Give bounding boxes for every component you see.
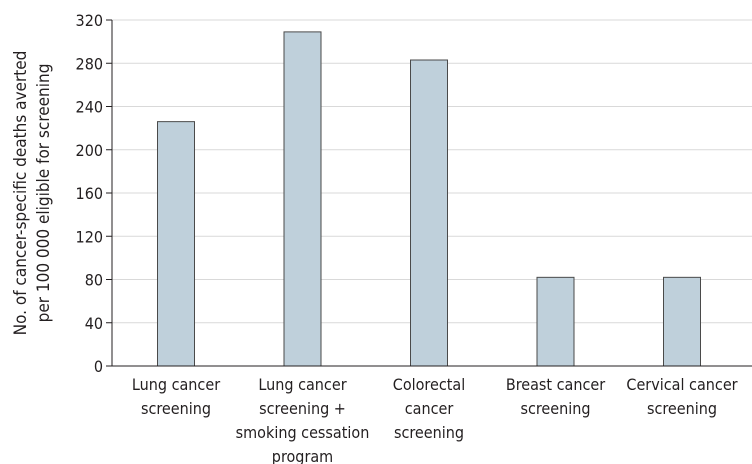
bar <box>283 31 322 367</box>
x-category-label-line: screening + <box>259 399 346 418</box>
x-category-label-line: Colorectal <box>393 375 465 394</box>
x-category-label-line: Lung cancer <box>132 375 220 394</box>
bar <box>157 121 195 367</box>
x-category-label-line: Breast cancer <box>506 375 605 394</box>
y-tick-label: 120 <box>76 227 103 246</box>
x-category-label-line: Cervical cancer <box>626 375 737 394</box>
x-category-label-line: program <box>272 447 333 464</box>
y-axis-title-line: per 100 000 eligible for screening <box>34 64 54 323</box>
x-category-label-line: screening <box>394 423 464 442</box>
y-tick-label: 80 <box>85 271 103 290</box>
bar <box>410 59 448 367</box>
x-category-label-line: screening <box>141 399 211 418</box>
x-category-label-line: Lung cancer <box>258 375 346 394</box>
y-tick-label: 240 <box>76 98 103 117</box>
y-axis-title: No. of cancer-specific deaths averted per… <box>11 51 54 336</box>
x-category-label-line: cancer <box>405 399 454 418</box>
x-category-label: Lung cancer screening + smoking cessation p… <box>236 375 370 464</box>
y-tick-label: 40 <box>85 314 103 333</box>
y-axis-title-line: No. of cancer-specific deaths averted <box>11 51 31 336</box>
y-tick-labels: 0 40 80 120 160 200 240 280 320 <box>76 11 103 376</box>
axes <box>106 19 752 367</box>
y-tick-label: 160 <box>76 184 103 203</box>
x-category-label: Lung cancer screening <box>132 375 220 418</box>
x-category-label: Colorectal cancer screening <box>393 375 465 442</box>
bars <box>157 31 701 367</box>
y-tick-label: 0 <box>94 357 103 376</box>
x-category-labels: Lung cancer screening Lung cancer screening… <box>132 375 738 464</box>
bar <box>663 276 701 367</box>
x-category-label: Breast cancer screening <box>506 375 605 418</box>
y-tick-label: 200 <box>76 141 103 160</box>
x-category-label-line: screening <box>647 399 717 418</box>
x-category-label: Cervical cancer screening <box>626 375 737 418</box>
y-axis-title-text: No. of cancer-specific deaths averted per… <box>11 51 54 336</box>
x-category-label-line: screening <box>520 399 590 418</box>
y-tick-label: 280 <box>76 54 103 73</box>
y-tick-label: 320 <box>76 11 103 30</box>
x-category-label-line: smoking cessation <box>236 423 370 442</box>
bar <box>536 276 575 367</box>
